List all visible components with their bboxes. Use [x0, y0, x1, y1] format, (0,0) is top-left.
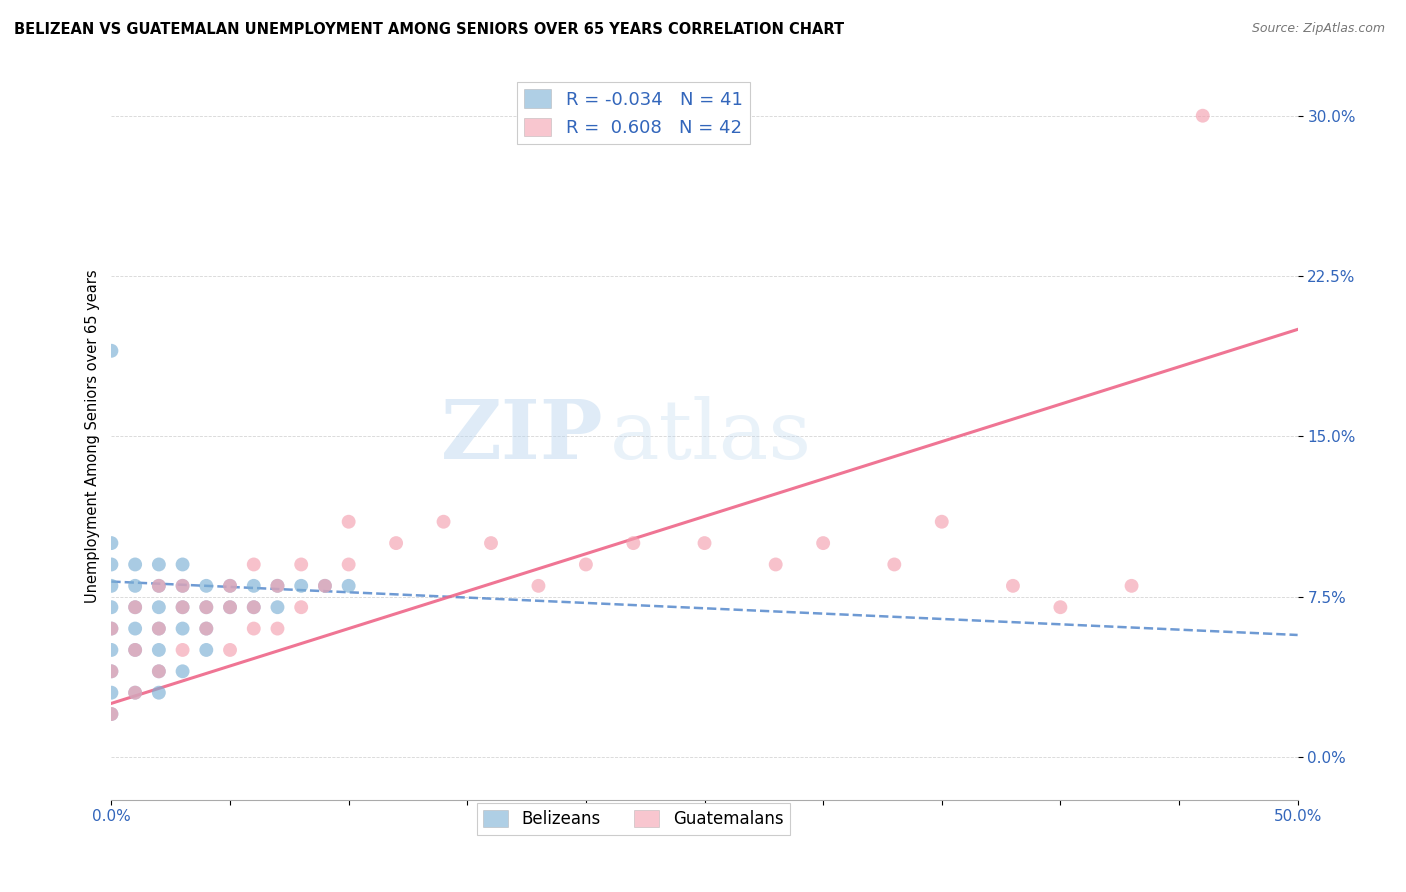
Point	[242, 600, 264, 615]
Point	[479, 536, 502, 550]
Point	[172, 600, 194, 615]
Point	[811, 536, 834, 550]
Point	[100, 665, 122, 679]
Point	[219, 600, 242, 615]
Point	[1001, 579, 1024, 593]
Text: atlas: atlas	[610, 396, 811, 476]
Point	[172, 558, 194, 572]
Point	[242, 622, 264, 636]
Point	[124, 579, 146, 593]
Point	[148, 643, 170, 657]
Point	[148, 558, 170, 572]
Point	[1121, 579, 1143, 593]
Point	[172, 665, 194, 679]
Point	[931, 515, 953, 529]
Point	[242, 579, 264, 593]
Point	[195, 600, 218, 615]
Point	[172, 579, 194, 593]
Point	[100, 558, 122, 572]
Point	[148, 686, 170, 700]
Point	[337, 579, 360, 593]
Point	[219, 579, 242, 593]
Point	[124, 600, 146, 615]
Point	[124, 686, 146, 700]
Point	[219, 643, 242, 657]
Point	[148, 579, 170, 593]
Y-axis label: Unemployment Among Seniors over 65 years: Unemployment Among Seniors over 65 years	[86, 269, 100, 603]
Point	[100, 343, 122, 358]
Point	[219, 579, 242, 593]
Point	[124, 558, 146, 572]
Point	[195, 622, 218, 636]
Point	[172, 600, 194, 615]
Point	[172, 643, 194, 657]
Point	[314, 579, 336, 593]
Text: ZIP: ZIP	[441, 396, 603, 476]
Point	[195, 600, 218, 615]
Point	[195, 622, 218, 636]
Point	[100, 665, 122, 679]
Point	[100, 536, 122, 550]
Point	[100, 707, 122, 722]
Point	[100, 622, 122, 636]
Point	[100, 686, 122, 700]
Point	[124, 600, 146, 615]
Point	[266, 579, 288, 593]
Point	[1049, 600, 1071, 615]
Point	[124, 643, 146, 657]
Point	[124, 643, 146, 657]
Point	[266, 579, 288, 593]
Legend: Belizeans, Guatemalans: Belizeans, Guatemalans	[477, 804, 790, 835]
Point	[1191, 109, 1213, 123]
Point	[195, 579, 218, 593]
Point	[148, 622, 170, 636]
Point	[124, 686, 146, 700]
Point	[100, 707, 122, 722]
Point	[100, 622, 122, 636]
Point	[883, 558, 905, 572]
Point	[195, 643, 218, 657]
Point	[242, 600, 264, 615]
Point	[266, 622, 288, 636]
Point	[219, 600, 242, 615]
Point	[290, 579, 312, 593]
Point	[765, 558, 787, 572]
Point	[337, 515, 360, 529]
Point	[172, 622, 194, 636]
Point	[693, 536, 716, 550]
Point	[148, 622, 170, 636]
Point	[432, 515, 454, 529]
Point	[290, 600, 312, 615]
Point	[148, 579, 170, 593]
Point	[266, 600, 288, 615]
Point	[100, 643, 122, 657]
Point	[290, 558, 312, 572]
Point	[385, 536, 408, 550]
Point	[575, 558, 598, 572]
Point	[172, 579, 194, 593]
Point	[124, 622, 146, 636]
Point	[100, 600, 122, 615]
Point	[148, 665, 170, 679]
Point	[100, 579, 122, 593]
Point	[621, 536, 644, 550]
Point	[527, 579, 550, 593]
Text: BELIZEAN VS GUATEMALAN UNEMPLOYMENT AMONG SENIORS OVER 65 YEARS CORRELATION CHAR: BELIZEAN VS GUATEMALAN UNEMPLOYMENT AMON…	[14, 22, 844, 37]
Point	[242, 558, 264, 572]
Point	[148, 665, 170, 679]
Point	[337, 558, 360, 572]
Point	[314, 579, 336, 593]
Point	[148, 600, 170, 615]
Text: Source: ZipAtlas.com: Source: ZipAtlas.com	[1251, 22, 1385, 36]
